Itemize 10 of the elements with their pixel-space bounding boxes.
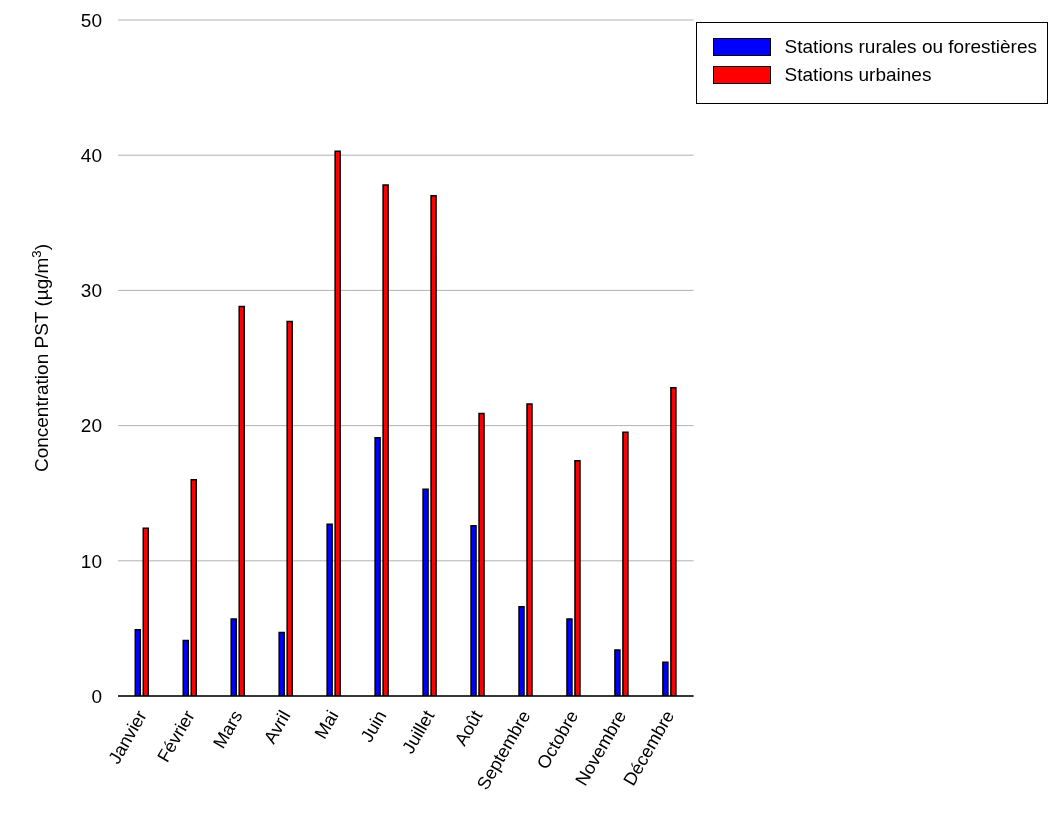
y-tick-label: 30 — [80, 280, 102, 302]
y-tick-label: 40 — [80, 144, 102, 166]
x-tick-label: Mai — [310, 707, 343, 743]
y-tick-label: 50 — [80, 9, 102, 31]
x-tick-label: Juin — [356, 707, 391, 746]
y-tick-label: 10 — [80, 550, 102, 572]
y-tick-label: 0 — [91, 685, 102, 707]
legend-label: Stations urbaines — [784, 64, 932, 86]
y-tick-label: 20 — [80, 415, 102, 437]
legend-label: Stations rurales ou forestières — [784, 36, 1037, 58]
